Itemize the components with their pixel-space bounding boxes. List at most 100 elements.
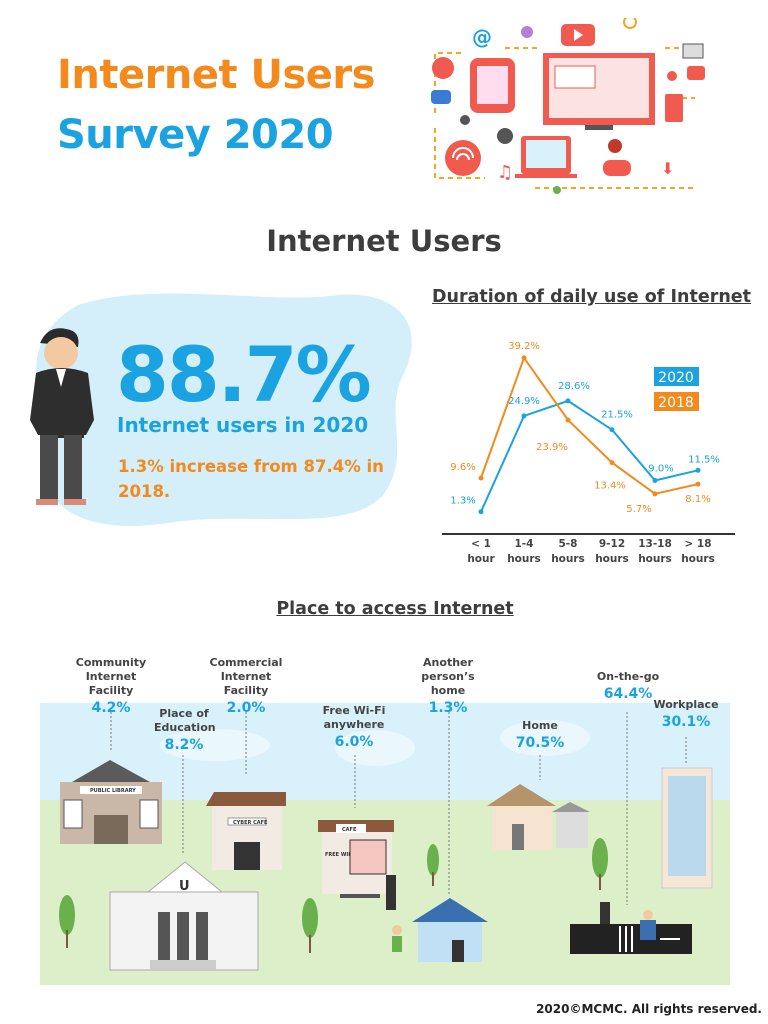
person-headset-icon <box>497 128 513 144</box>
chart-title: Duration of daily use of Internet <box>432 287 752 307</box>
another-home-building <box>412 898 488 962</box>
svg-text:PUBLIC LIBRARY: PUBLIC LIBRARY <box>90 788 136 794</box>
data-label-2018: 23.9% <box>536 442 568 453</box>
title-line-1: Internet Users <box>57 52 375 98</box>
place-label: Home <box>522 719 558 732</box>
cafe-building: CAFE FREE WIFI <box>318 820 396 910</box>
place-value: 70.5% <box>515 735 565 751</box>
data-point-2018 <box>695 481 701 487</box>
line-chart: < 1 hour 1-4 hours 5-8 hours 9-12 hours 13-18 hou… <box>442 341 735 565</box>
data-point-2020 <box>521 413 527 419</box>
data-label-2018: 5.7% <box>626 504 651 515</box>
headline-blob <box>36 293 412 526</box>
places-scene: PUBLIC LIBRARY CYBER CAFE CAFE FREE WIFI… <box>40 703 730 985</box>
data-point-2018 <box>652 491 658 497</box>
data-point-2020 <box>478 509 484 515</box>
x-tick-label: hour <box>467 553 495 565</box>
x-tick-label: 5-8 <box>559 538 578 550</box>
legend-label-2020: 2020 <box>658 370 694 386</box>
data-point-2018 <box>478 475 484 481</box>
cyber-cafe-building: CYBER CAFE <box>206 792 286 870</box>
svg-text:CAFE: CAFE <box>342 827 357 833</box>
places-title: Place to access Internet <box>276 599 514 619</box>
devices-illustration: @ ♫ ⬇ <box>431 18 705 194</box>
svg-text:U: U <box>179 879 190 894</box>
mail-icon <box>682 43 704 59</box>
legend-swatch-2018 <box>654 392 699 411</box>
place-community-internet-facility: Community Internet Facility 4.2% <box>64 656 159 715</box>
library-building: PUBLIC LIBRARY <box>60 760 162 844</box>
series-line-2018 <box>480 355 699 495</box>
place-value: 4.2% <box>91 700 131 716</box>
svg-text:CYBER CAFE: CYBER CAFE <box>233 820 268 826</box>
gamepad-icon <box>603 160 631 176</box>
place-commercial-internet-facility: Commercial Internet Facility 2.0% <box>199 656 294 715</box>
data-point-2018 <box>609 460 615 466</box>
wifi-icon <box>445 140 481 176</box>
at-sign-icon: @ <box>472 25 492 49</box>
data-point-2020 <box>652 477 658 483</box>
headline-label: Internet users in 2020 <box>117 413 369 437</box>
place-label: Place of Education <box>154 707 216 734</box>
data-label-2018: 39.2% <box>508 341 540 352</box>
place-value: 8.2% <box>164 737 204 753</box>
place-value: 30.1% <box>661 714 711 730</box>
gear-icon <box>667 71 677 81</box>
place-workplace: Workplace 30.1% <box>653 698 718 729</box>
place-home: Home 70.5% <box>516 719 565 750</box>
x-tick-label: > 18 <box>684 538 711 550</box>
svg-text:FREE WIFI: FREE WIFI <box>325 852 354 858</box>
x-tick-label: 1-4 <box>515 538 534 550</box>
place-label: On-the-go <box>596 670 660 683</box>
data-label-2020: 1.3% <box>450 496 475 507</box>
title-line-2: Survey 2020 <box>57 112 334 158</box>
x-tick-label: 9-12 <box>599 538 625 550</box>
section-heading: Internet Users <box>266 224 502 258</box>
www-icon <box>432 57 454 79</box>
data-label-2020: 28.6% <box>558 381 590 392</box>
x-tick-label: hours <box>681 553 715 565</box>
place-value: 64.4% <box>603 686 653 702</box>
place-of-education: Place of Education 8.2% <box>154 707 216 753</box>
x-tick-label: < 1 <box>471 538 491 550</box>
phone-icon <box>665 94 683 122</box>
x-tick-label: 13-18 <box>638 538 672 550</box>
increase-text: 1.3% increase from 87.4% in 2018. <box>118 457 384 501</box>
data-label-2020: 21.5% <box>601 410 633 421</box>
place-free-wifi: Free Wi-Fi anywhere 6.0% <box>322 704 387 749</box>
home-building <box>487 784 590 850</box>
x-tick-label: hours <box>595 553 629 565</box>
x-tick-label: hours <box>507 553 541 565</box>
music-icon: ♫ <box>497 162 513 183</box>
university-building: U <box>109 861 259 971</box>
data-point-2020 <box>565 398 571 404</box>
place-label: Free Wi-Fi anywhere <box>322 704 386 731</box>
legend-label-2018: 2018 <box>658 395 694 411</box>
traffic-light-icon <box>600 902 610 924</box>
data-label-2018: 13.4% <box>594 481 626 492</box>
man-illustration <box>30 328 94 505</box>
place-on-the-go: On-the-go 64.4% <box>597 670 659 701</box>
data-label-2020: 24.9% <box>508 396 540 407</box>
heart-message-icon <box>687 66 705 80</box>
place-label: Commercial Internet Facility <box>209 656 283 697</box>
data-point-2018 <box>521 355 527 361</box>
data-point-2018 <box>565 417 571 423</box>
place-label: Community Internet Facility <box>75 656 147 697</box>
series-line-2020 <box>480 399 699 513</box>
data-label-2020: 11.5% <box>688 454 720 465</box>
data-label-2018: 9.6% <box>450 462 475 473</box>
place-label: Another person’s home <box>421 656 475 697</box>
x-tick-label: hours <box>551 553 585 565</box>
place-label: Workplace <box>653 698 719 711</box>
data-label-2018: 8.1% <box>685 494 710 505</box>
copyright: 2020©MCMC. All rights reserved. <box>536 1002 762 1016</box>
place-value: 1.3% <box>428 700 468 716</box>
place-another-persons-home: Another person’s home 1.3% <box>406 656 491 715</box>
x-tick-label: hours <box>638 553 672 565</box>
data-point-2020 <box>609 427 615 433</box>
headline-percentage: 88.7% <box>116 330 372 419</box>
data-label-2020: 9.0% <box>648 463 673 474</box>
data-point-2020 <box>695 467 701 473</box>
download-icon: ⬇ <box>661 159 674 178</box>
